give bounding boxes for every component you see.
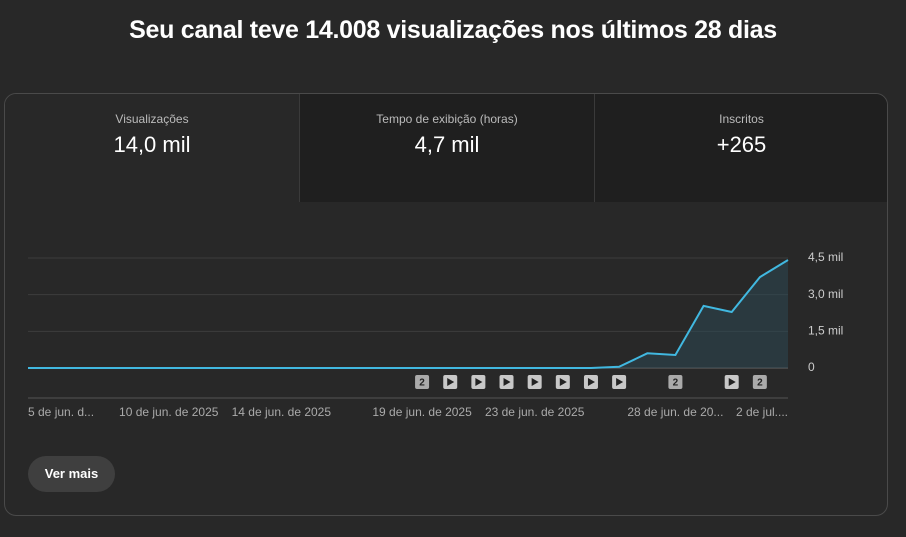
- y-tick-label: 3,0 mil: [808, 287, 843, 301]
- area: [28, 260, 788, 368]
- metric-tab[interactable]: Tempo de exibição (horas) 4,7 mil: [299, 94, 594, 202]
- x-tick-label: 23 de jun. de 2025: [485, 405, 585, 419]
- video-count: 2: [419, 378, 425, 389]
- metric-label: Visualizações: [115, 112, 189, 126]
- page-title: Seu canal teve 14.008 visualizações nos …: [129, 16, 777, 44]
- play-icon: [559, 378, 567, 386]
- line: [28, 259, 789, 369]
- metric-label: Inscritos: [719, 112, 764, 126]
- y-tick-label: 1,5 mil: [808, 324, 843, 338]
- video-marker: [415, 375, 430, 389]
- play-icon: [475, 378, 483, 386]
- y-tick-label: 4,5 mil: [808, 250, 843, 264]
- see-more-button[interactable]: Ver mais: [28, 456, 115, 492]
- play-icon: [587, 378, 595, 386]
- play-icon: [447, 378, 455, 386]
- metric-value: 4,7 mil: [414, 132, 480, 157]
- x-tick-label: 5 de jun. d...: [28, 405, 94, 419]
- metric-tab[interactable]: Visualizações 14,0 mil: [5, 94, 299, 202]
- x-tick-label: 28 de jun. de 20...: [627, 405, 723, 419]
- x-tick-label: 19 de jun. de 2025: [372, 405, 472, 419]
- video-marker: [668, 375, 683, 389]
- play-icon: [503, 378, 511, 386]
- x-tick-label: 14 de jun. de 2025: [232, 405, 332, 419]
- metric-label: Tempo de exibição (horas): [376, 112, 518, 126]
- y-tick-label: 0: [808, 360, 815, 374]
- x-tick-label: 2 de jul....: [736, 405, 788, 419]
- metric-tab[interactable]: Inscritos +265: [594, 94, 887, 202]
- metric-value: +265: [716, 132, 767, 157]
- video-count: 2: [757, 378, 763, 389]
- play-icon: [728, 378, 736, 386]
- x-tick-label: 10 de jun. de 2025: [119, 405, 219, 419]
- play-icon: [616, 378, 624, 386]
- metric-value: 14,0 mil: [113, 132, 191, 157]
- video-marker: [752, 375, 767, 389]
- video-count: 2: [673, 378, 679, 389]
- play-icon: [531, 378, 539, 386]
